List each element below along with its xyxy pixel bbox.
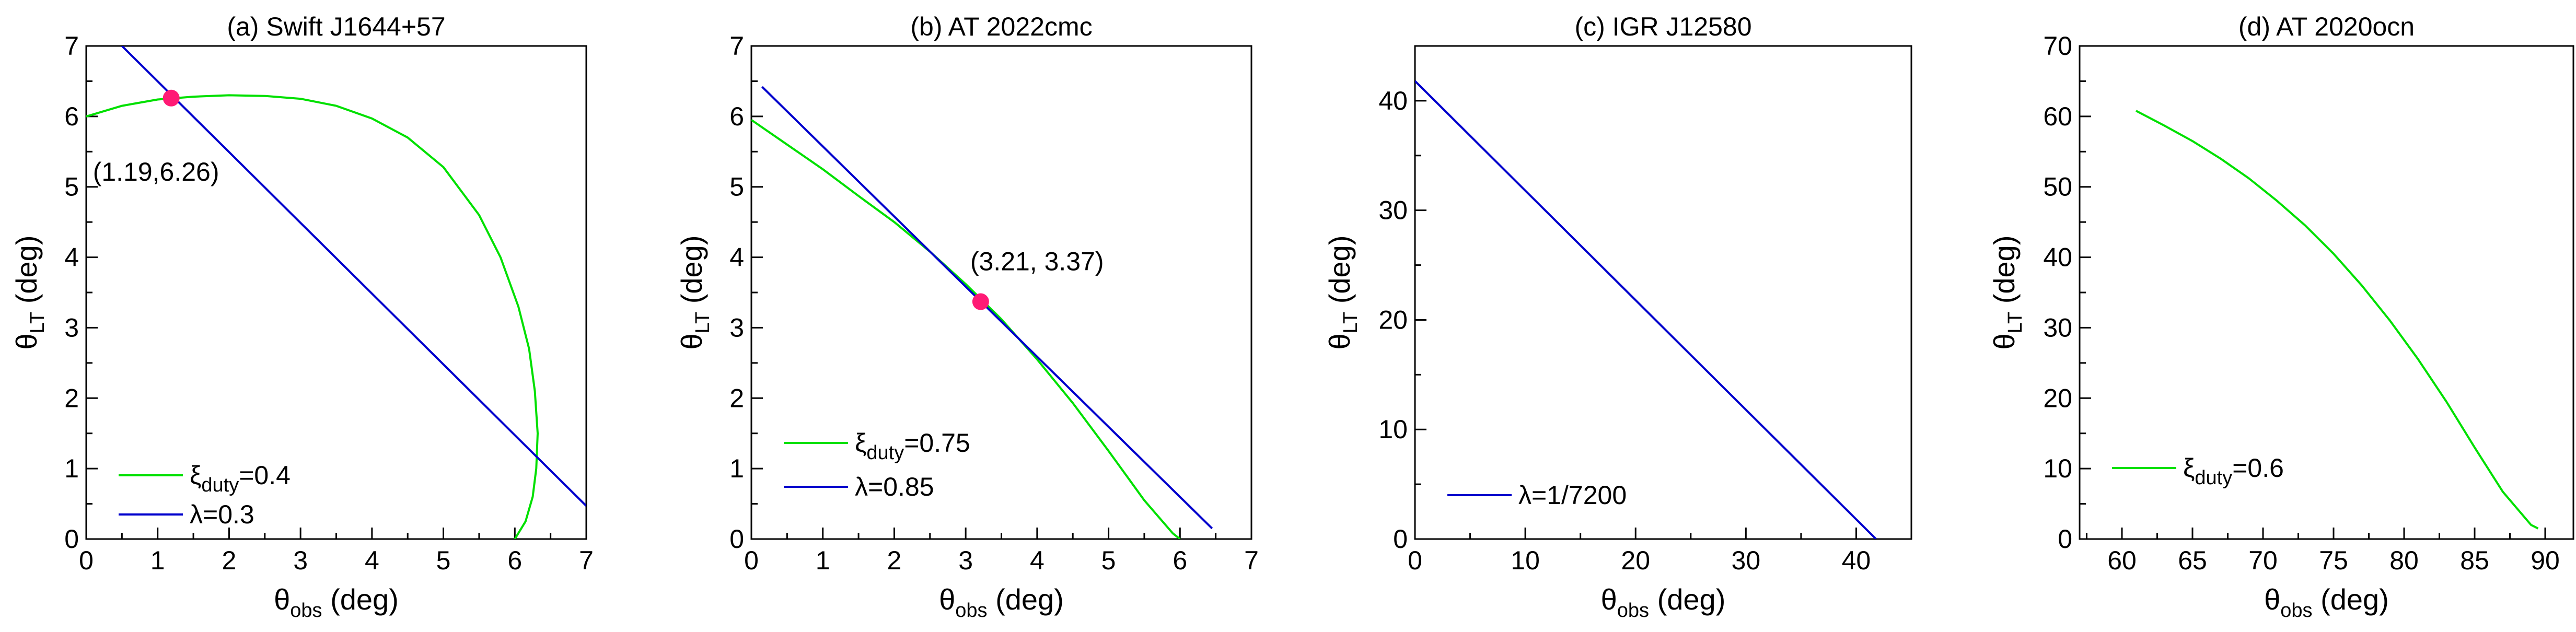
legend-label-1: λ=0.3: [190, 500, 254, 529]
x-tick-label: 2: [887, 546, 902, 575]
y-axis-label: θLT (deg): [10, 236, 49, 350]
y-tick-label: 3: [64, 313, 79, 342]
y-tick-label: 6: [64, 102, 79, 131]
legend-label-0: ξduty=0.75: [855, 428, 970, 464]
y-axis-label: θLT (deg): [1323, 236, 1362, 350]
y-tick-label: 10: [1378, 415, 1408, 444]
x-tick-label: 40: [1842, 546, 1871, 575]
y-tick-label: 1: [64, 454, 79, 483]
y-tick-label: 4: [64, 243, 79, 272]
point-label: (3.21, 3.37): [970, 247, 1104, 276]
x-tick-label: 7: [579, 546, 594, 575]
x-tick-label: 10: [1511, 546, 1540, 575]
y-tick-label: 40: [1378, 86, 1408, 115]
y-tick-label: 50: [2043, 172, 2072, 202]
panel-3: 60 65 70 75 80 85 90 0 10 20 30 40 50 60 70 (d) AT 2020…: [1988, 12, 2574, 622]
x-tick-label: 2: [222, 546, 237, 575]
y-tick-label: 0: [1393, 524, 1408, 554]
y-tick-label: 3: [729, 313, 744, 342]
series-line-1: [761, 86, 1213, 530]
x-axis-label: θobs (deg): [1601, 583, 1726, 622]
series-group: [86, 46, 586, 539]
y-tick-label: 7: [729, 31, 744, 61]
series-line-0: [751, 119, 1181, 539]
panel-title: (a) Swift J1644+57: [227, 12, 445, 41]
x-tick-label: 70: [2248, 546, 2278, 575]
x-tick-label: 0: [79, 546, 94, 575]
series-group: [2136, 110, 2539, 530]
y-tick-label: 0: [64, 524, 79, 554]
y-tick-label: 0: [729, 524, 744, 554]
y-tick-label: 40: [2043, 243, 2072, 272]
y-tick-label: 6: [729, 102, 744, 131]
x-tick-label: 20: [1621, 546, 1650, 575]
y-tick-label: 5: [64, 172, 79, 202]
legend-label-1: λ=0.85: [855, 472, 934, 501]
panel-2: 0 10 20 30 40 0 10 20 30 40 (c) IGR J12580 θobs (de…: [1323, 12, 1912, 622]
legend-label-0: ξduty=0.4: [190, 461, 291, 496]
intersection-point: [163, 89, 180, 107]
y-tick-label: 2: [729, 383, 744, 413]
x-tick-label: 4: [365, 546, 379, 575]
y-axis-label: θLT (deg): [675, 236, 714, 350]
x-axis-label: θobs (deg): [2264, 583, 2389, 622]
x-tick-label: 0: [744, 546, 759, 575]
y-tick-label: 20: [2043, 383, 2072, 413]
y-tick-label: 4: [729, 243, 744, 272]
x-tick-label: 60: [2107, 546, 2137, 575]
series-group: [1415, 80, 1877, 539]
y-tick-label: 70: [2043, 31, 2072, 61]
y-tick-label: 5: [729, 172, 744, 202]
x-tick-label: 4: [1030, 546, 1045, 575]
x-tick-label: 90: [2531, 546, 2560, 575]
y-tick-label: 20: [1378, 305, 1408, 334]
x-tick-label: 6: [1173, 546, 1187, 575]
y-tick-label: 2: [64, 383, 79, 413]
x-tick-label: 0: [1408, 546, 1422, 575]
series-line-1: [121, 46, 586, 507]
y-tick-label: 0: [2058, 524, 2072, 554]
x-tick-label: 75: [2319, 546, 2348, 575]
x-tick-label: 30: [1732, 546, 1761, 575]
point-label: (1.19,6.26): [93, 157, 219, 186]
x-axis-label: θobs (deg): [939, 583, 1064, 622]
y-tick-label: 7: [64, 31, 79, 61]
x-tick-label: 85: [2460, 546, 2489, 575]
y-tick-label: 1: [729, 454, 744, 483]
panel-title: (c) IGR J12580: [1574, 12, 1751, 41]
series-group: [751, 86, 1213, 539]
x-tick-label: 80: [2389, 546, 2419, 575]
x-tick-label: 65: [2178, 546, 2207, 575]
x-tick-label: 5: [436, 546, 451, 575]
plot-frame: [750, 45, 1252, 540]
panel-title: (b) AT 2022cmc: [910, 12, 1092, 41]
plot-frame: [1414, 45, 1912, 540]
x-tick-label: 6: [507, 546, 522, 575]
legend-label-0: ξduty=0.6: [2183, 453, 2284, 489]
x-tick-label: 1: [150, 546, 165, 575]
y-tick-label: 60: [2043, 102, 2072, 131]
x-tick-label: 3: [958, 546, 973, 575]
panel-0: 0 1 2 3 4 5 6 7 0 1 2 3 4 5 6 7 (a) Swift J1644+57 θobs (…: [10, 12, 594, 622]
series-line-0: [1415, 80, 1877, 539]
x-tick-label: 5: [1101, 546, 1116, 575]
x-tick-label: 7: [1244, 546, 1259, 575]
y-tick-label: 30: [1378, 196, 1408, 225]
x-tick-label: 3: [293, 546, 308, 575]
panel-1: 0 1 2 3 4 5 6 7 0 1 2 3 4 5 6 7 (b) AT 2022cmc θobs (deg)…: [675, 12, 1259, 622]
intersection-point: [972, 293, 989, 310]
legend-label-0: λ=1/7200: [1518, 481, 1627, 510]
panel-title: (d) AT 2020ocn: [2238, 12, 2415, 41]
x-tick-label: 1: [816, 546, 830, 575]
plot-frame: [85, 45, 587, 540]
series-line-0: [2136, 110, 2539, 530]
y-axis-label: θLT (deg): [1988, 236, 2026, 350]
y-tick-label: 10: [2043, 454, 2072, 483]
x-axis-label: θobs (deg): [274, 583, 399, 622]
y-tick-label: 30: [2043, 313, 2072, 342]
